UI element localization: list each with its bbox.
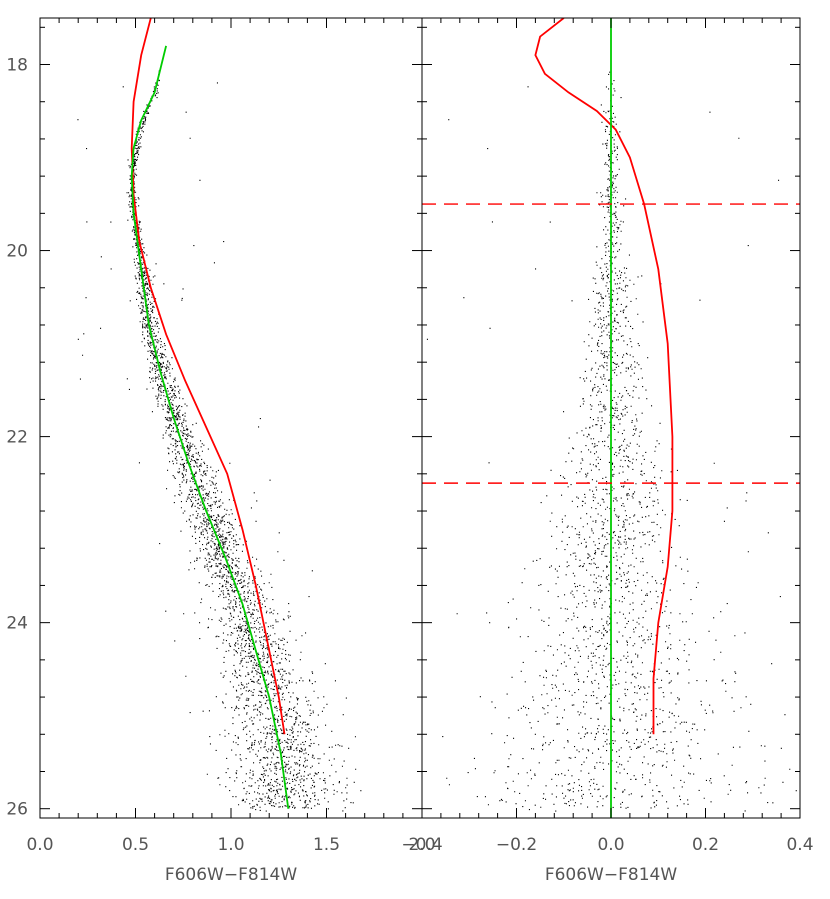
red-line-series-1 bbox=[534, 18, 674, 735]
x-tick-label: 0.0 bbox=[597, 835, 624, 855]
lines-panel-0 bbox=[130, 18, 290, 809]
y-tick-label: 18 bbox=[6, 56, 28, 76]
y-tick-label: 22 bbox=[6, 428, 28, 448]
x-tick-label: −0.4 bbox=[401, 835, 442, 855]
fit-lines-layer bbox=[130, 18, 800, 818]
scatter-points-panel-0 bbox=[77, 70, 362, 812]
red-line-series-1 bbox=[130, 18, 286, 735]
x-tick-label: 1.5 bbox=[313, 835, 340, 855]
star-points-series-0 bbox=[77, 70, 362, 812]
scatter-points-layer bbox=[77, 70, 800, 812]
green-line-series-2 bbox=[130, 45, 290, 809]
axes-frame-0 bbox=[39, 17, 423, 819]
x-axis-label: F606W−F814W bbox=[545, 865, 678, 885]
x-tick-label: 0.5 bbox=[122, 835, 149, 855]
y-tick-label: 24 bbox=[6, 614, 28, 634]
x-tick-label: 0.0 bbox=[26, 835, 53, 855]
x-axis-label: F606W−F814W bbox=[165, 865, 298, 885]
x-tick-label: −0.2 bbox=[496, 835, 537, 855]
y-tick-label: 20 bbox=[6, 242, 28, 262]
scatter-points-panel-1 bbox=[426, 71, 800, 812]
x-tick-label: 2.0 bbox=[408, 835, 435, 855]
axes-layer: 0.0 0.5 1.0 1.5 2.0 F606W−F814W 18 20 22 24 26 −0.4… bbox=[6, 17, 814, 885]
x-tick-label: 1.0 bbox=[217, 835, 244, 855]
x-tick-label: 0.4 bbox=[786, 835, 813, 855]
star-points-series-0 bbox=[426, 71, 800, 812]
lines-panel-1 bbox=[422, 18, 800, 818]
x-tick-label: 0.2 bbox=[692, 835, 719, 855]
y-tick-label: 26 bbox=[6, 800, 28, 820]
